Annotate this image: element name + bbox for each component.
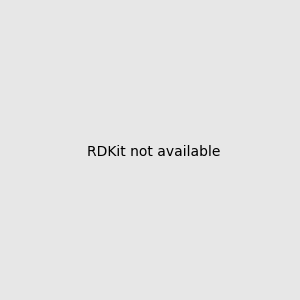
Text: RDKit not available: RDKit not available bbox=[87, 145, 220, 158]
